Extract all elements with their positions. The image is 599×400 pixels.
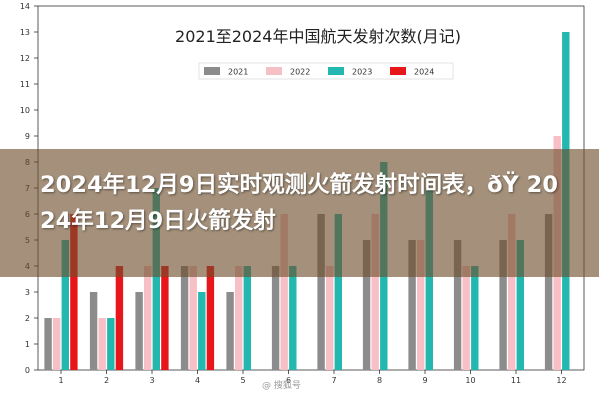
x-tick-label: 10 <box>465 376 475 385</box>
x-tick-label: 6 <box>286 376 291 385</box>
bar-2023-month-2 <box>107 318 115 370</box>
legend-label-2023: 2023 <box>352 68 372 77</box>
y-tick-label: 3 <box>25 288 30 297</box>
watermark: @ 搜狐号 <box>262 381 301 391</box>
bar-2021-month-2 <box>89 292 98 370</box>
bar-2023-month-9 <box>425 188 433 370</box>
bar-2021-month-10 <box>453 240 462 370</box>
bar-2021-month-12 <box>544 214 553 370</box>
y-tick-label: 10 <box>20 106 30 115</box>
bar-2023-month-6 <box>289 266 297 370</box>
y-tick-label: 2 <box>25 314 30 323</box>
bar-2021-month-8 <box>362 240 371 370</box>
x-tick-label: 7 <box>331 376 336 385</box>
bar-2024-month-1 <box>70 214 78 370</box>
x-axis: 1 2 3 4 5 6 7 8 9 10 11 12 <box>58 370 567 385</box>
legend-label-2022: 2022 <box>290 68 310 77</box>
x-tick-label: 5 <box>240 376 245 385</box>
bar-2023-month-3 <box>152 188 160 370</box>
y-tick-label: 0 <box>25 366 30 375</box>
bar-2023-month-4 <box>198 292 206 370</box>
x-tick-label: 1 <box>58 376 63 385</box>
y-tick-label: 9 <box>25 132 30 141</box>
bar-2022-month-7 <box>326 266 334 370</box>
bar-2023-month-11 <box>516 240 524 370</box>
headline-banner: 2024年12月9日实时观测火箭发射时间表，ðŸ 2024年12月9日火箭发射 <box>0 149 599 277</box>
bar-2024-month-2 <box>115 266 124 370</box>
bar-2022-month-10 <box>462 266 470 370</box>
x-tick-label: 12 <box>556 376 566 385</box>
bar-2024-month-4 <box>206 266 215 370</box>
bar-2022-month-3 <box>144 266 152 370</box>
bar-2023-month-10 <box>471 266 479 370</box>
legend-swatch-2024 <box>390 67 406 75</box>
bar-2021-month-4 <box>180 266 189 370</box>
bar-2021-month-1 <box>44 318 52 370</box>
y-tick-label: 1 <box>25 340 30 349</box>
bar-2022-month-11 <box>508 214 516 370</box>
legend-swatch-2021 <box>204 67 220 75</box>
legend-swatch-2022 <box>266 67 282 75</box>
y-tick-label: 12 <box>20 54 30 63</box>
legend-box <box>198 62 454 80</box>
bar-2021-month-6 <box>271 266 280 370</box>
bar-2024-month-3 <box>161 266 169 370</box>
bar-2022-month-6 <box>280 214 288 370</box>
x-tick-label: 3 <box>149 376 154 385</box>
bar-2023-month-7 <box>334 214 342 370</box>
bar-2022-month-9 <box>417 240 425 370</box>
bar-2022-month-1 <box>53 318 61 370</box>
x-tick-label: 2 <box>104 376 109 385</box>
legend: 2021 2022 2023 2024 <box>198 62 454 80</box>
bar-2022-month-5 <box>235 266 243 370</box>
chart-title: 2021至2024年中国航天发射次数(月记) <box>175 27 461 46</box>
legend-label-2024: 2024 <box>414 68 434 77</box>
legend-swatch-2023 <box>328 67 344 75</box>
bar-2022-month-2 <box>98 318 106 370</box>
x-tick-label: 11 <box>511 376 521 385</box>
bar-2022-month-8 <box>371 214 379 370</box>
bar-2023-month-1 <box>61 240 69 370</box>
x-tick-label: 9 <box>422 376 427 385</box>
y-tick-label: 11 <box>20 80 30 89</box>
bar-2021-month-3 <box>135 292 143 370</box>
bar-2021-month-9 <box>408 240 416 370</box>
bar-2022-month-4 <box>189 266 197 370</box>
bar-2021-month-7 <box>317 214 325 370</box>
bar-2021-month-11 <box>499 240 507 370</box>
bar-2021-month-5 <box>226 292 234 370</box>
y-tick-label: 14 <box>20 2 30 11</box>
legend-label-2021: 2021 <box>228 68 248 77</box>
headline-text: 2024年12月9日实时观测火箭发射时间表，ðŸ 2024年12月9日火箭发射 <box>40 172 558 234</box>
y-tick-label: 13 <box>20 28 30 37</box>
x-tick-label: 4 <box>195 376 200 385</box>
x-tick-label: 8 <box>377 376 382 385</box>
bar-2023-month-5 <box>243 266 251 370</box>
